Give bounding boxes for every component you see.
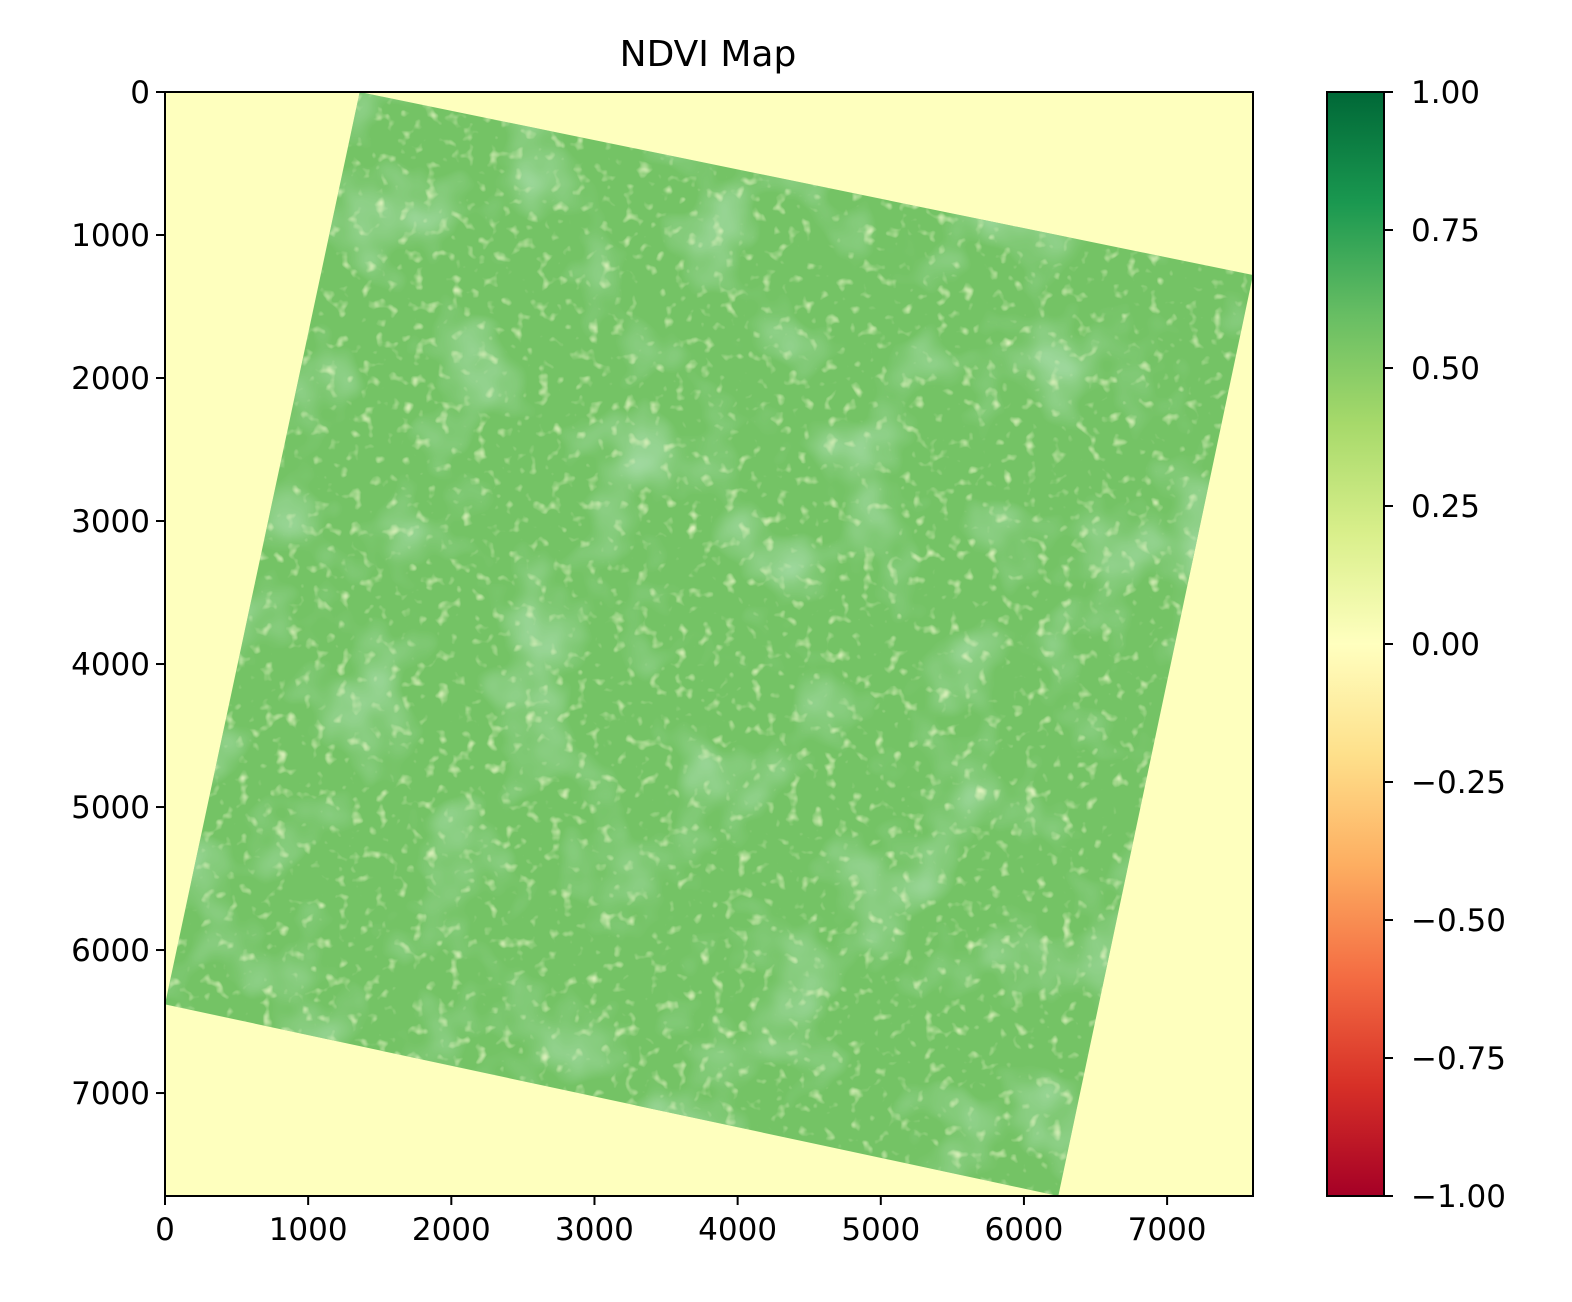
- y-tick-label: 2000: [71, 361, 150, 397]
- y-tick-label: 0: [130, 75, 150, 111]
- colorbar-tick-label: 0.75: [1411, 213, 1480, 249]
- colorbar-tick-label: 0.25: [1411, 489, 1480, 525]
- colorbar: [1327, 92, 1384, 1196]
- chart-title: NDVI Map: [620, 34, 797, 75]
- x-tick-label: 6000: [984, 1212, 1063, 1248]
- plot-area: [165, 92, 1253, 1196]
- ndvi-scene: [165, 92, 1253, 1196]
- x-tick-label: 3000: [555, 1212, 634, 1248]
- x-tick-label: 0: [155, 1212, 175, 1248]
- y-tick-label: 4000: [71, 647, 150, 683]
- y-tick-label: 7000: [71, 1076, 150, 1112]
- scene-sparse-vegetation: [165, 92, 1253, 1196]
- x-tick-label: 7000: [1128, 1212, 1207, 1248]
- colorbar-tick-label: −0.75: [1411, 1041, 1506, 1077]
- y-tick-label: 6000: [71, 933, 150, 969]
- y-tick-label: 1000: [71, 218, 150, 254]
- y-tick-label: 3000: [71, 504, 150, 540]
- colorbar-tick-label: 1.00: [1411, 75, 1480, 111]
- x-tick-label: 4000: [698, 1212, 777, 1248]
- colorbar-tick-label: −0.50: [1411, 903, 1506, 939]
- y-tick-label: 5000: [71, 790, 150, 826]
- colorbar-tick-label: −0.25: [1411, 765, 1506, 801]
- y-axis: 0 1000 2000 3000 4000 5000 6000 7000: [71, 75, 165, 1112]
- x-tick-label: 1000: [269, 1212, 348, 1248]
- x-tick-label: 5000: [841, 1212, 920, 1248]
- colorbar-tick-label: −1.00: [1411, 1179, 1506, 1215]
- x-tick-label: 2000: [412, 1212, 491, 1248]
- colorbar-tick-label: 0.50: [1411, 351, 1480, 387]
- colorbar-axis: 1.00 0.75 0.50 0.25 0.00 −0.25 −0.50 −0.75 −1.00: [1384, 75, 1506, 1215]
- plot-frame: [164, 91, 1254, 1197]
- x-axis: 0 1000 2000 3000 4000 5000 6000 7000: [155, 1196, 1207, 1248]
- colorbar-tick-label: 0.00: [1411, 627, 1480, 663]
